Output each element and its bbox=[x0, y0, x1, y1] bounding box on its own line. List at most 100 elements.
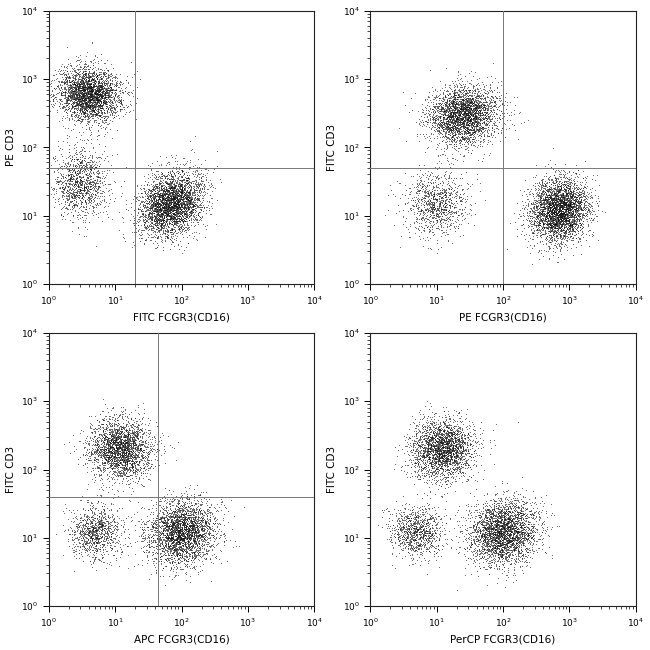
Point bbox=[443, 115, 454, 125]
Point bbox=[411, 533, 421, 543]
Point bbox=[161, 200, 172, 210]
Point bbox=[83, 93, 94, 103]
Point bbox=[553, 200, 564, 211]
Point bbox=[432, 120, 442, 131]
Point bbox=[121, 459, 131, 469]
Point bbox=[488, 109, 498, 119]
Point bbox=[73, 108, 84, 118]
Point bbox=[394, 519, 404, 529]
Point bbox=[441, 436, 452, 447]
Point bbox=[161, 211, 172, 221]
Point bbox=[458, 113, 469, 124]
Point bbox=[80, 60, 90, 71]
Point bbox=[475, 105, 486, 115]
Point bbox=[416, 200, 426, 210]
Point bbox=[445, 447, 455, 458]
Point bbox=[182, 523, 192, 534]
Point bbox=[73, 98, 84, 109]
Point bbox=[480, 110, 491, 120]
Point bbox=[469, 112, 479, 123]
Point bbox=[80, 540, 90, 550]
Point bbox=[571, 204, 581, 214]
Point bbox=[436, 205, 446, 216]
Point bbox=[92, 105, 103, 115]
Point bbox=[157, 199, 168, 209]
Point bbox=[497, 532, 507, 542]
Point bbox=[153, 183, 164, 194]
Point bbox=[541, 237, 551, 248]
Point bbox=[422, 432, 433, 442]
Point bbox=[442, 153, 452, 163]
Point bbox=[154, 160, 164, 170]
Point bbox=[443, 122, 454, 133]
Point bbox=[552, 211, 563, 222]
Point bbox=[478, 105, 488, 115]
Point bbox=[72, 88, 83, 99]
Point bbox=[120, 444, 130, 454]
Point bbox=[140, 436, 150, 447]
Point bbox=[98, 421, 108, 432]
Point bbox=[53, 84, 64, 94]
Point bbox=[458, 444, 468, 454]
Point bbox=[441, 99, 451, 109]
Point bbox=[549, 202, 559, 212]
Point bbox=[439, 426, 449, 437]
Point bbox=[66, 92, 77, 102]
Point bbox=[179, 187, 189, 197]
Point bbox=[84, 517, 95, 528]
Point bbox=[197, 512, 207, 523]
Point bbox=[504, 499, 514, 510]
Point bbox=[67, 154, 77, 164]
Point bbox=[573, 220, 584, 230]
Point bbox=[131, 82, 142, 92]
Point bbox=[164, 202, 174, 213]
Point bbox=[176, 201, 187, 211]
Point bbox=[87, 90, 98, 100]
Point bbox=[75, 176, 85, 187]
Point bbox=[151, 564, 162, 575]
Point bbox=[155, 183, 166, 193]
Point bbox=[85, 421, 96, 432]
Point bbox=[181, 178, 192, 188]
Point bbox=[449, 128, 460, 138]
Point bbox=[64, 504, 75, 515]
Point bbox=[188, 187, 199, 197]
Point bbox=[171, 539, 181, 549]
Point bbox=[551, 220, 561, 231]
Point bbox=[159, 195, 170, 205]
Point bbox=[557, 209, 567, 219]
Point bbox=[157, 196, 167, 207]
Point bbox=[536, 224, 546, 234]
Point bbox=[171, 511, 181, 521]
Point bbox=[549, 227, 560, 238]
Point bbox=[73, 81, 84, 91]
Point bbox=[93, 166, 103, 176]
Point bbox=[58, 62, 69, 73]
Point bbox=[464, 105, 474, 116]
Point bbox=[536, 178, 547, 188]
Point bbox=[62, 185, 72, 195]
Point bbox=[111, 552, 122, 563]
Point bbox=[430, 438, 440, 448]
Point bbox=[74, 84, 85, 94]
Point bbox=[187, 527, 197, 538]
Point bbox=[176, 191, 186, 202]
Point bbox=[116, 87, 127, 98]
Point bbox=[437, 519, 448, 530]
Point bbox=[452, 186, 462, 196]
Point bbox=[443, 113, 454, 124]
Point bbox=[181, 187, 191, 197]
Point bbox=[192, 181, 202, 192]
Point bbox=[415, 454, 425, 464]
Point bbox=[438, 438, 448, 448]
Point bbox=[498, 549, 508, 560]
Point bbox=[474, 118, 484, 128]
Point bbox=[552, 187, 563, 197]
Point bbox=[458, 90, 469, 100]
Point bbox=[199, 506, 209, 516]
Point bbox=[189, 185, 200, 196]
Point bbox=[446, 108, 456, 118]
Point bbox=[477, 525, 488, 535]
Point bbox=[175, 169, 185, 179]
Point bbox=[556, 224, 567, 235]
